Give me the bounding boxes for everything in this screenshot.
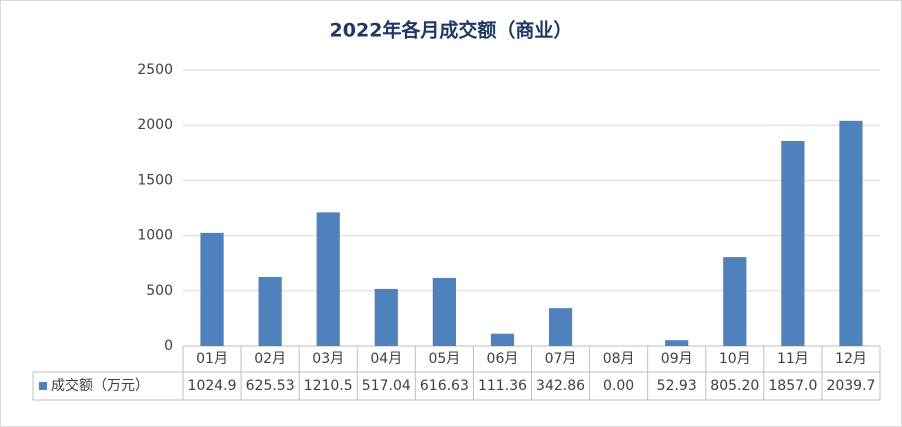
bar: [374, 288, 398, 346]
y-tick-label: 2500: [137, 62, 173, 78]
x-tick-label: 11月: [777, 351, 809, 367]
data-table-value: 111.36: [478, 378, 527, 394]
chart-title: 2022年各月成交额（商业）: [330, 19, 573, 42]
y-tick-label: 1000: [137, 228, 173, 244]
bar: [548, 308, 573, 346]
bar: [665, 340, 689, 346]
data-table-value: 517.04: [362, 378, 411, 394]
data-table-value: 342.86: [536, 378, 585, 394]
x-tick-label: 02月: [254, 351, 286, 367]
x-tick-label: 05月: [428, 351, 460, 367]
bar: [258, 276, 282, 346]
x-tick-label: 12月: [835, 351, 867, 367]
x-tick-label: 03月: [312, 351, 344, 367]
data-table-value: 1857.0: [768, 378, 817, 394]
x-tick-label: 09月: [661, 351, 693, 367]
data-table-value: 625.53: [246, 378, 295, 394]
bar: [723, 257, 747, 346]
x-tick-label: 01月: [196, 351, 228, 367]
bar: [316, 212, 340, 346]
x-tick-label: 08月: [603, 351, 635, 367]
x-tick-label: 06月: [487, 351, 519, 367]
data-table-value: 1210.5: [304, 378, 353, 394]
legend-marker: [39, 382, 47, 390]
bar: [781, 140, 805, 346]
x-tick-label: 07月: [545, 351, 577, 367]
y-tick-label: 2000: [137, 117, 173, 133]
data-table-value: 616.63: [420, 378, 469, 394]
data-table-value: 2039.7: [826, 378, 875, 394]
data-table-value: 0.00: [603, 378, 634, 394]
data-table-value: 805.20: [710, 378, 759, 394]
data-table-value: 52.93: [657, 378, 697, 394]
legend-label: 成交额（万元）: [51, 377, 149, 394]
data-table-value: 1024.9: [188, 378, 237, 394]
x-tick-label: 04月: [370, 351, 402, 367]
y-tick-label: 1500: [137, 172, 173, 188]
bar: [490, 333, 515, 346]
y-tick-label: 0: [164, 338, 173, 354]
bar: [432, 277, 456, 346]
y-tick-label: 500: [146, 283, 173, 299]
x-tick-label: 10月: [719, 351, 751, 367]
bar: [839, 120, 863, 346]
bar: [200, 232, 224, 346]
